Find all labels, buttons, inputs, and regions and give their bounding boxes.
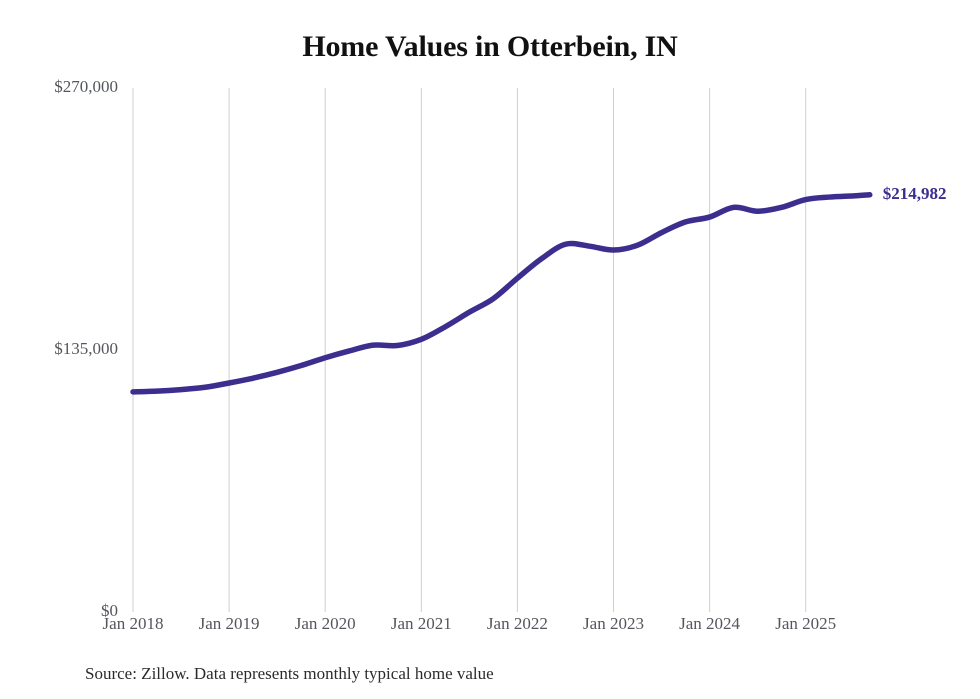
source-note: Source: Zillow. Data represents monthly … [85,664,494,683]
y-tick-label: $0 [101,601,118,620]
x-tick-label: Jan 2025 [775,614,837,633]
chart-title: Home Values in Otterbein, IN [302,30,678,63]
gridlines [132,88,807,612]
x-tick-label: Jan 2018 [102,614,164,633]
x-tick-label: Jan 2022 [486,614,548,633]
y-tick-label: $270,000 [54,77,118,96]
x-tick-label: Jan 2019 [198,614,260,633]
x-tick-label: Jan 2020 [294,614,356,633]
home-value-line [130,192,873,395]
y-tick-label: $135,000 [54,339,118,358]
end-value-label: $214,982 [882,183,947,203]
x-tick-label: Jan 2024 [679,614,741,633]
x-tick-label: Jan 2021 [390,614,452,633]
x-tick-label: Jan 2023 [583,614,644,633]
